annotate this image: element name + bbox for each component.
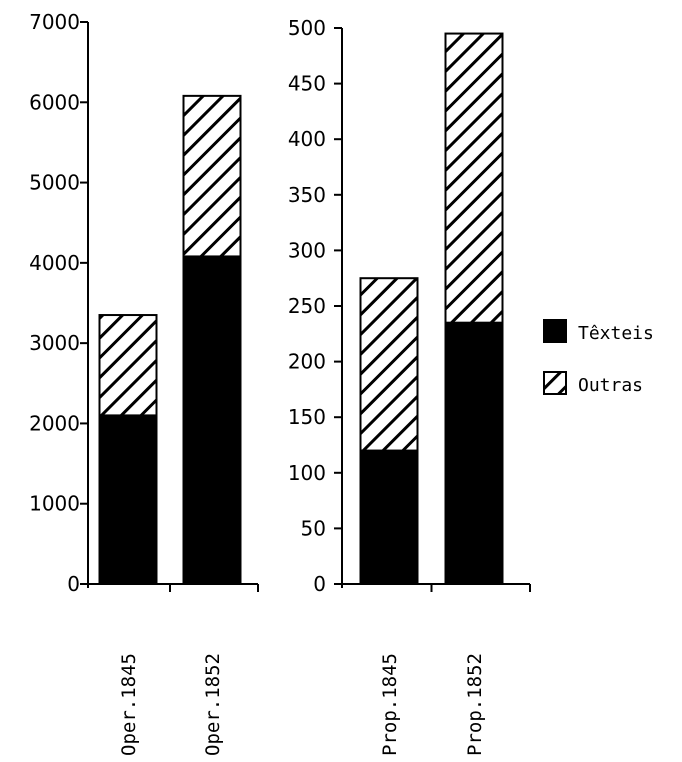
bar-texteis — [359, 449, 419, 585]
y-tick-label: 250 — [288, 294, 326, 318]
y-tick-label: 0 — [67, 572, 80, 596]
y-tick-label: 200 — [288, 350, 326, 374]
y-tick-label: 7000 — [29, 10, 80, 34]
category-label: Oper.1845 — [118, 653, 140, 756]
bar-outras — [98, 314, 158, 417]
category-label: Prop.1852 — [464, 653, 486, 756]
bar-texteis — [182, 255, 242, 585]
right-chart-panel: 0 50 100 150 200 250 300 350 400 450 500 Prop.1845 P… — [288, 16, 531, 756]
legend: Têxteis Outras — [543, 319, 654, 396]
y-tick-label: 100 — [288, 461, 326, 485]
bar-outras — [182, 94, 242, 258]
y-tick-label: 0 — [313, 572, 326, 596]
y-tick-label: 50 — [301, 516, 326, 540]
bar-outras — [359, 277, 419, 452]
y-tick-label: 450 — [288, 72, 326, 96]
bar-texteis — [444, 321, 504, 585]
category-label: Prop.1845 — [379, 653, 401, 756]
legend-label: Outras — [578, 375, 643, 396]
category-label: Oper.1852 — [202, 653, 224, 756]
y-tick-label: 1000 — [29, 492, 80, 516]
y-tick-label: 500 — [288, 16, 326, 40]
y-tick-label: 4000 — [29, 251, 80, 275]
y-tick-label: 150 — [288, 405, 326, 429]
left-chart-panel: 0 1000 2000 3000 4000 5000 6000 7000 Oper.1845 Op… — [29, 10, 259, 756]
y-tick-label: 350 — [288, 183, 326, 207]
bar-texteis — [98, 414, 158, 585]
y-tick-label: 6000 — [29, 90, 80, 114]
y-tick-label: 400 — [288, 127, 326, 151]
y-tick-label: 5000 — [29, 171, 80, 195]
bar-outras — [444, 32, 504, 324]
y-tick-label: 3000 — [29, 331, 80, 355]
legend-label: Têxteis — [578, 323, 654, 344]
legend-swatch — [543, 371, 567, 395]
y-tick-label: 2000 — [29, 411, 80, 435]
legend-swatch — [543, 319, 567, 343]
y-tick-label: 300 — [288, 238, 326, 262]
